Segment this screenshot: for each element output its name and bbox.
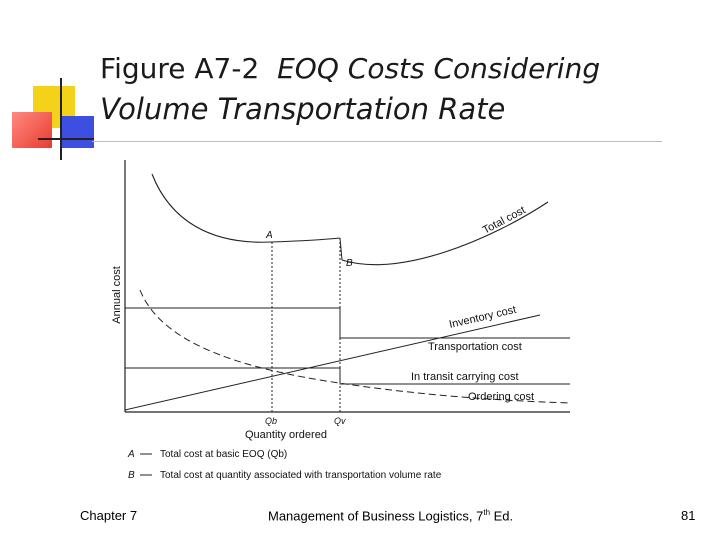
transportation-cost-label: Transportation cost	[428, 341, 522, 353]
total-cost-curve-right	[341, 201, 549, 266]
deco-red-square	[12, 112, 52, 148]
footer-book-title: Management of Business Logistics, 7th Ed…	[268, 508, 513, 523]
legend-b-key: B	[128, 470, 135, 481]
ordering-cost-label: Ordering cost	[468, 391, 534, 403]
slide-title-line-1: Figure A7-2 EOQ Costs Considering	[100, 52, 600, 85]
ordering-cost-curve	[139, 289, 571, 404]
footer-book: Management of Business Logistics, 7	[268, 508, 484, 524]
footer-edition-sup: th	[483, 508, 491, 517]
x-axis-label: Quantity ordered	[245, 429, 327, 441]
slide-title-line-2: Volume Transportation Rate	[100, 92, 506, 126]
total-cost-label: Total cost	[481, 204, 528, 236]
title-italic-part: EOQ Costs Considering	[277, 52, 601, 85]
total-cost-curve-left	[151, 173, 341, 243]
eoq-cost-diagram: Annual cost A B Total cost Inventory cos…	[111, 160, 571, 481]
qb-tick-label: Qb	[265, 416, 277, 426]
inventory-cost-line	[124, 314, 541, 411]
legend-b-text: Total cost at quantity associated with t…	[160, 470, 442, 481]
footer-chapter: Chapter 7	[80, 508, 138, 523]
point-a-label: A	[265, 230, 273, 241]
deco-horizontal-line	[38, 138, 94, 140]
legend-a-key: A	[127, 449, 135, 460]
title-prefix: Figure A7-2	[100, 52, 260, 85]
point-b-label: B	[346, 258, 353, 269]
title-underline	[92, 141, 662, 142]
deco-vertical-line	[60, 78, 62, 160]
footer-edition-rest: Ed.	[490, 508, 514, 524]
inventory-cost-label: Inventory cost	[448, 304, 517, 331]
y-axis-label: Annual cost	[111, 266, 123, 323]
qv-tick-label: Qv	[334, 416, 346, 426]
total-cost-drop	[339, 237, 343, 261]
deco-blue-square	[60, 116, 94, 148]
legend-a-text: Total cost at basic EOQ (Qb)	[160, 449, 287, 460]
in-transit-cost-label: In transit carrying cost	[411, 371, 519, 383]
footer-page-number: 81	[681, 508, 696, 523]
